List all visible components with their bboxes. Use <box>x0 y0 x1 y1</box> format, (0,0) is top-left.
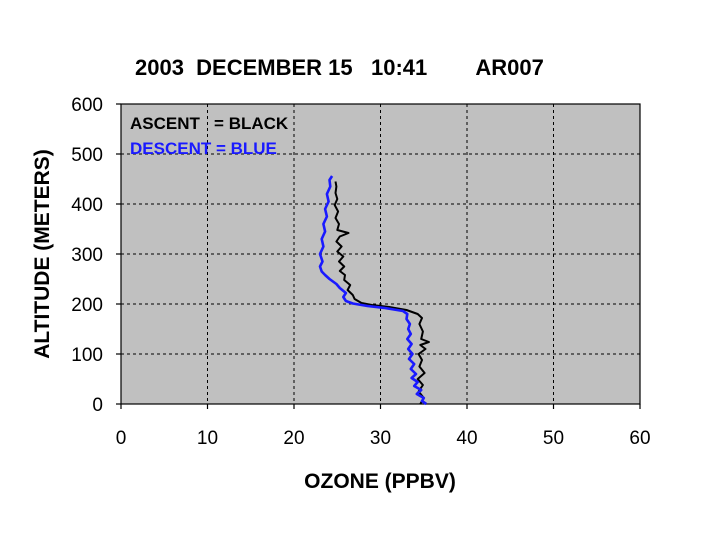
series-layer <box>318 175 430 406</box>
x-tick-label: 30 <box>370 428 391 449</box>
legend-entry-ascent: ASCENT = BLACK <box>130 114 289 133</box>
y-axis-title: ALTITUDE (METERS) <box>31 149 54 359</box>
x-tick-label: 20 <box>283 428 304 449</box>
legend-entry-descent: DESCENT = BLUE <box>130 139 277 158</box>
x-tick-label: 40 <box>456 428 477 449</box>
x-tick-label: 60 <box>629 428 650 449</box>
series-line-ascent <box>333 181 430 405</box>
y-tick-label: 500 <box>71 145 103 166</box>
x-axis-title: OZONE (PPBV) <box>304 470 456 493</box>
chart-title: 2003 DECEMBER 15 10:41 AR007 <box>135 55 544 80</box>
series-line-descent <box>318 175 428 406</box>
y-tick-label: 0 <box>92 395 103 416</box>
x-tick-label: 50 <box>543 428 564 449</box>
y-tick-label: 200 <box>71 295 103 316</box>
axes <box>116 103 641 409</box>
x-tick-label: 10 <box>197 428 218 449</box>
gridlines <box>121 104 640 404</box>
y-tick-label: 300 <box>71 245 103 266</box>
y-tick-label: 100 <box>71 345 103 366</box>
x-tick-label: 0 <box>116 428 127 449</box>
y-tick-label: 400 <box>71 195 103 216</box>
x-tick-labels: 0 10 20 30 40 50 60 <box>116 428 651 449</box>
y-tick-label: 600 <box>71 95 103 116</box>
y-tick-labels: 0 100 200 300 400 500 600 <box>71 95 103 416</box>
